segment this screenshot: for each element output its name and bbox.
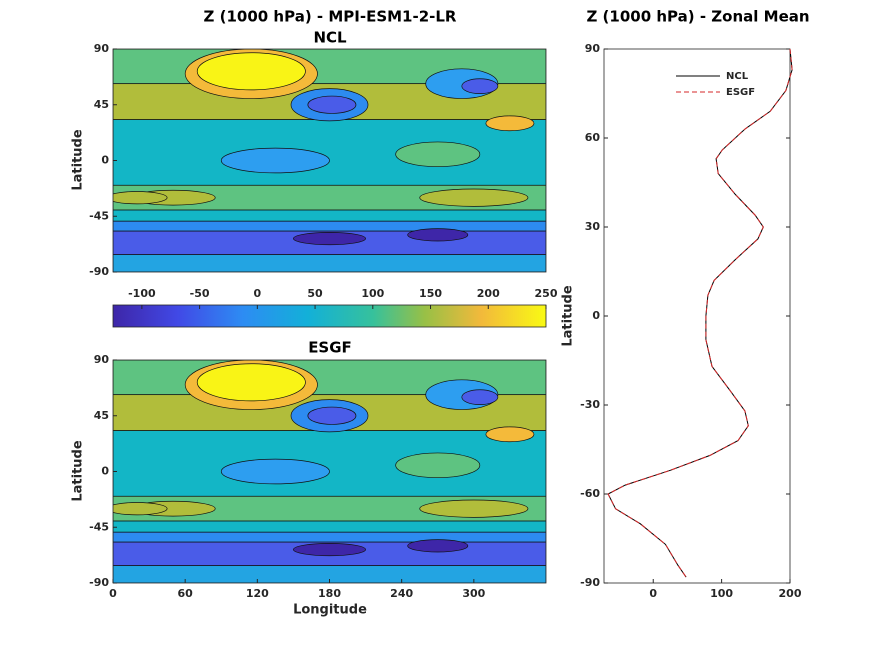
subtitle: ESGF	[308, 339, 352, 357]
x-tick-label: 120	[246, 587, 269, 600]
y-tick-label: -30	[580, 398, 600, 411]
y-tick-label: 0	[101, 154, 109, 167]
contour-blob	[395, 452, 481, 479]
contour-band	[113, 430, 546, 497]
contour-band	[113, 565, 546, 583]
colorbar-tick-label: 250	[535, 287, 558, 300]
plot-frame	[603, 48, 791, 584]
x-axis-label: Longitude	[293, 603, 367, 618]
contour-blob	[461, 78, 499, 94]
contour-blob	[196, 52, 306, 91]
contour-band	[113, 520, 546, 533]
colorbar-tick-label: 100	[361, 287, 384, 300]
colorbar-tick-label: 150	[419, 287, 442, 300]
y-tick-label: 90	[94, 42, 110, 55]
contour-blob	[485, 426, 535, 443]
x-tick-label: 200	[779, 587, 802, 600]
x-tick-label: 240	[390, 587, 413, 600]
contour-band	[113, 209, 546, 222]
contour-blob	[419, 499, 529, 518]
y-axis-label: Latitude	[71, 440, 86, 502]
y-tick-label: 45	[94, 98, 109, 111]
contour-field	[113, 360, 546, 583]
chart-title: Z (1000 hPa) - Zonal Mean	[586, 8, 809, 26]
contour-blob	[113, 502, 168, 516]
y-tick-label: -45	[89, 520, 109, 533]
y-tick-label: 60	[585, 131, 601, 144]
legend-label: ESGF	[726, 87, 755, 98]
x-tick-label: 180	[318, 587, 341, 600]
y-tick-label: 90	[94, 353, 110, 366]
y-tick-label: 30	[585, 220, 601, 233]
contour-blob	[407, 228, 469, 242]
chart-title: Z (1000 hPa) - MPI-ESM1-2-LR	[204, 8, 457, 26]
contour-blob	[307, 406, 357, 425]
y-tick-label: 0	[101, 465, 109, 478]
colorbar-tick-label: -50	[190, 287, 210, 300]
y-tick-label: -60	[580, 487, 600, 500]
contour-blob	[407, 539, 469, 553]
contour-blob	[395, 141, 481, 168]
x-tick-label: 100	[710, 587, 733, 600]
contour-band	[113, 119, 546, 186]
contour-blob	[113, 191, 168, 205]
y-tick-label: 45	[94, 409, 109, 422]
colorbar-tick-label: -100	[128, 287, 156, 300]
subtitle: NCL	[313, 29, 347, 47]
x-tick-label: 300	[462, 587, 485, 600]
y-axis-label: Latitude	[561, 285, 576, 347]
colorbar	[112, 304, 547, 328]
line-series	[607, 48, 793, 578]
contour-blob	[485, 115, 535, 132]
x-tick-label: 60	[178, 587, 194, 600]
contour-band	[113, 531, 546, 543]
x-tick-label: 0	[649, 587, 657, 600]
y-tick-label: -90	[89, 265, 109, 278]
y-tick-label: -90	[89, 576, 109, 589]
y-tick-label: -90	[580, 576, 600, 589]
contour-blob	[293, 232, 366, 246]
y-tick-label: -45	[89, 209, 109, 222]
legend-label: NCL	[726, 71, 749, 82]
y-tick-label: 0	[592, 309, 600, 322]
contour-blob	[220, 147, 330, 174]
line-series	[607, 48, 793, 578]
contour-blob	[461, 389, 499, 405]
contour-blob	[196, 363, 306, 402]
colorbar-tick-label: 50	[307, 287, 323, 300]
contour-blob	[307, 95, 357, 114]
y-axis-label: Latitude	[71, 129, 86, 191]
contour-field	[113, 49, 546, 272]
contour-band	[113, 254, 546, 272]
colorbar-tick-label: 0	[254, 287, 262, 300]
contour-blob	[220, 458, 330, 485]
colorbar-tick-label: 200	[477, 287, 500, 300]
y-tick-label: 90	[585, 42, 601, 55]
contour-band	[113, 220, 546, 232]
contour-blob	[293, 543, 366, 557]
x-tick-label: 0	[109, 587, 117, 600]
contour-blob	[419, 188, 529, 207]
